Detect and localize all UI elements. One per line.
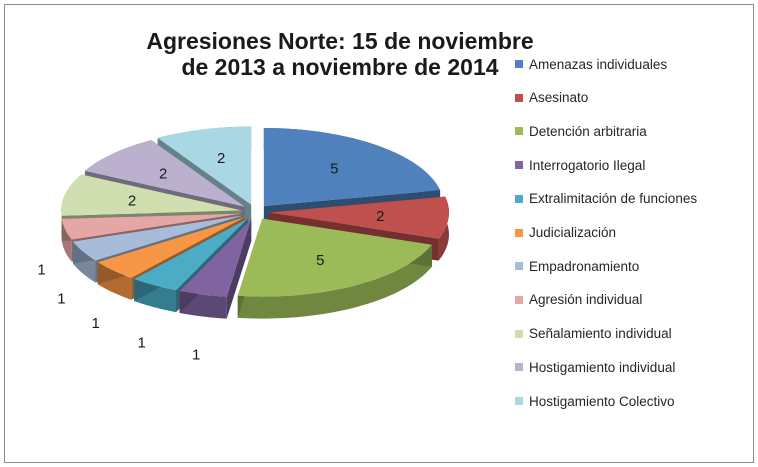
legend-swatch [515, 295, 523, 304]
legend-swatch [515, 397, 523, 405]
pie-slice-top [97, 217, 245, 278]
legend-item-4: Interrogatorio Ilegal [515, 155, 645, 175]
pie-slice-top [268, 196, 449, 239]
legend-item-7: Empadronamiento [515, 256, 639, 276]
legend-label: Amenazas individuales [529, 56, 668, 72]
legend-swatch [515, 262, 523, 271]
legend-swatch [515, 60, 523, 68]
legend-label: Judicialización [529, 225, 617, 240]
legend-item-5: Extralimitación de funciones [515, 189, 697, 209]
data-label-5: 1 [138, 334, 146, 351]
legend-swatch [515, 127, 523, 136]
legend-item-9: Señalamiento individual [515, 324, 672, 344]
pie-slice-top [61, 174, 242, 216]
legend-label: Asesinato [529, 90, 589, 106]
legend-label: Interrogatorio Ilegal [529, 157, 646, 173]
legend-label: Señalamiento individual [529, 326, 672, 342]
legend-swatch [515, 329, 523, 338]
pie-slice-top [61, 213, 242, 240]
legend-swatch [515, 194, 523, 203]
data-label-8: 1 [37, 262, 45, 279]
legend-item-11: Hostigamiento Colectivo [515, 391, 675, 411]
pie-slice-top [237, 218, 432, 297]
data-label-1: 5 [330, 161, 338, 178]
data-label-2: 2 [376, 208, 384, 225]
legend-label: Detención arbitraria [529, 123, 647, 139]
legend-item-6: Judicialización [515, 223, 616, 243]
pie-slice-3 [237, 218, 432, 319]
data-label-7: 1 [57, 290, 65, 307]
pie-slice-top [134, 218, 248, 291]
legend-label: Hostigamiento Colectivo [529, 393, 675, 409]
legend-item-3: Detención arbitraria [515, 121, 647, 141]
legend-item-8: Agresión individual [515, 290, 642, 310]
legend-item-1: Amenazas individuales [515, 54, 667, 74]
pie-slice-4 [179, 219, 252, 319]
chart-title-line-2: de 2013 a noviembre de 2014 [181, 54, 499, 80]
data-label-10: 2 [159, 166, 167, 183]
legend-swatch [515, 161, 523, 170]
legend-label: Agresión individual [529, 292, 643, 308]
pie-slice-side [237, 244, 432, 319]
pie-slice-top [179, 219, 252, 297]
legend-swatch [515, 363, 523, 372]
pie-slice-top [157, 126, 252, 205]
data-label-6: 1 [92, 315, 100, 332]
legend-label: Hostigamiento individual [529, 359, 676, 375]
chart-title-line-1: Agresiones Norte: 15 de noviembre [146, 28, 534, 54]
legend-label: Empadronamiento [529, 258, 640, 274]
data-label-11: 2 [217, 150, 225, 167]
legend-swatch [515, 93, 523, 102]
data-label-4: 1 [192, 347, 200, 364]
data-label-9: 2 [128, 193, 136, 210]
data-label-3: 5 [316, 252, 324, 269]
legend-item-2: Asesinato [515, 88, 588, 108]
legend-swatch [515, 228, 523, 237]
pie-slice-top [263, 128, 441, 207]
chart-title: Agresiones Norte: 15 de noviembre de 201… [100, 28, 580, 80]
pie-slice-top [72, 215, 243, 261]
legend-label: Extralimitación de funciones [529, 191, 698, 207]
pie-slice-top [84, 140, 245, 207]
legend-item-10: Hostigamiento individual [515, 357, 675, 377]
